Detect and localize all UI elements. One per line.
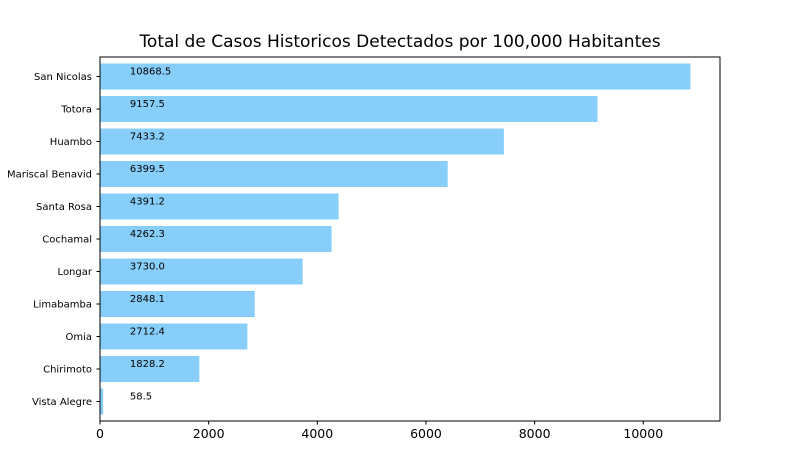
data-labels-group: 10868.5 9157.5 7433.2 6399.5 4391.2 4262.3 373… xyxy=(130,67,171,403)
x-tick-label: 4000 xyxy=(301,426,333,441)
data-label: 4391.2 xyxy=(130,197,165,208)
data-label: 4262.3 xyxy=(130,229,165,240)
bar xyxy=(100,193,339,220)
bar xyxy=(100,388,104,415)
y-tick-label: Mariscal Benavid xyxy=(7,170,92,181)
y-tick-label: Limabamba xyxy=(33,300,92,311)
bars-group xyxy=(100,63,691,415)
bar xyxy=(100,258,303,285)
x-tick-label: 2000 xyxy=(193,426,225,441)
bar xyxy=(100,161,448,187)
y-tick-label: San Nicolas xyxy=(34,72,92,83)
bar xyxy=(100,356,200,382)
y-tick-label: Omia xyxy=(65,332,92,343)
y-tick-label: Vista Alegre xyxy=(32,397,92,408)
bar xyxy=(100,323,248,350)
data-label: 6399.5 xyxy=(130,164,165,175)
data-label: 1828.2 xyxy=(130,359,165,370)
x-tick-label: 0 xyxy=(96,426,104,441)
bar xyxy=(100,226,332,252)
x-tick-label: 8000 xyxy=(519,426,551,441)
y-axis: San Nicolas Totora Huambo Mariscal Benavid S… xyxy=(7,72,100,408)
x-tick-label: 6000 xyxy=(410,426,442,441)
y-tick-label: Santa Rosa xyxy=(36,202,92,213)
data-label: 58.5 xyxy=(130,392,152,403)
data-label: 2848.1 xyxy=(130,294,165,305)
y-tick-label: Huambo xyxy=(50,137,92,148)
bar xyxy=(100,63,691,90)
bar xyxy=(100,96,598,122)
y-tick-label: Totora xyxy=(60,105,92,116)
y-tick-label: Chirimoto xyxy=(43,365,92,376)
data-label: 9157.5 xyxy=(130,99,165,110)
axes-frame xyxy=(99,56,721,422)
x-axis: 0 2000 4000 6000 8000 10000 xyxy=(96,421,663,441)
chart-title: Total de Casos Historicos Detectados por… xyxy=(138,32,660,52)
x-tick-label: 10000 xyxy=(623,426,663,441)
data-label: 7433.2 xyxy=(130,132,165,143)
data-label: 10868.5 xyxy=(130,67,171,78)
data-label: 3730.0 xyxy=(130,262,165,273)
bar xyxy=(100,291,255,317)
y-tick-label: Longar xyxy=(58,267,93,278)
bar xyxy=(100,128,504,155)
data-label: 2712.4 xyxy=(130,327,165,338)
y-tick-label: Cochamal xyxy=(42,235,92,246)
